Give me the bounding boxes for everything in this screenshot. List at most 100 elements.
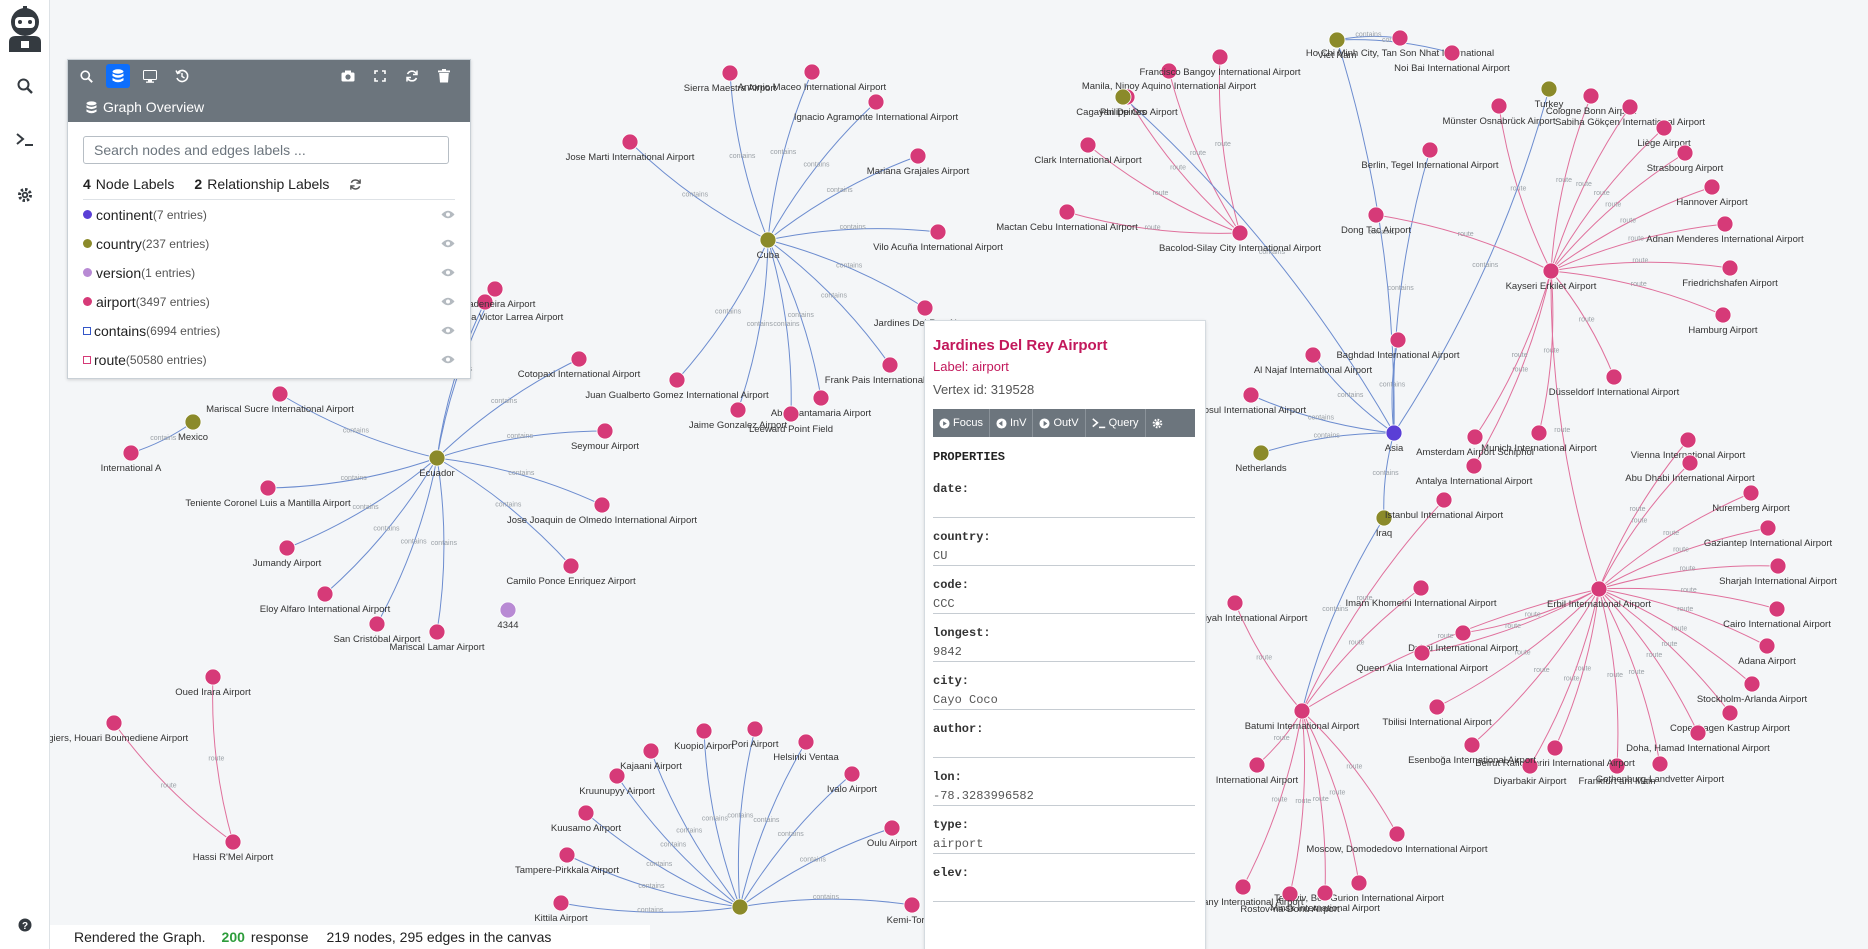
- refresh-icon[interactable]: [349, 178, 362, 191]
- airport-node[interactable]: Oulu Airport: [867, 819, 918, 849]
- contains-edge[interactable]: [436, 430, 606, 459]
- outv-button[interactable]: OutV: [1033, 409, 1086, 437]
- airport-node[interactable]: Kuusamo Airport: [551, 804, 622, 834]
- airport-node-circle[interactable]: [1248, 756, 1266, 774]
- country-node[interactable]: Mexico: [178, 413, 208, 443]
- airport-node[interactable]: Tbilisi International Airport: [1382, 698, 1492, 728]
- airport-node-circle[interactable]: [1716, 215, 1734, 233]
- airport-node[interactable]: Jose Marti International Airport: [566, 133, 695, 163]
- property-value[interactable]: [933, 885, 1195, 902]
- airport-node-circle[interactable]: [721, 64, 739, 82]
- route-edge[interactable]: [1598, 588, 1753, 685]
- airport-node[interactable]: Hassi R'Mel Airport: [193, 833, 274, 863]
- airport-node[interactable]: Antalya International Airport: [1416, 457, 1533, 487]
- label-row-airport[interactable]: airport (3497 entries): [83, 287, 455, 316]
- airport-node[interactable]: Gaziantep International Airport: [1704, 519, 1833, 549]
- airport-node[interactable]: Friedrichshafen Airport: [1682, 259, 1778, 289]
- airport-node-circle[interactable]: [1679, 431, 1697, 449]
- airport-node-circle[interactable]: [1428, 698, 1446, 716]
- eye-icon[interactable]: [441, 295, 455, 309]
- airport-node-circle[interactable]: [1608, 757, 1626, 775]
- label-row-country[interactable]: country (237 entries): [83, 229, 455, 258]
- airport-node[interactable]: Kruunupyy Airport: [579, 767, 655, 797]
- airport-node[interactable]: Kajaani Airport: [620, 742, 682, 772]
- airport-node-circle[interactable]: [668, 371, 686, 389]
- airport-node-circle[interactable]: [577, 804, 595, 822]
- country-node-circle[interactable]: [1328, 31, 1346, 49]
- airport-node[interactable]: Manila, Ninoy Aquino International Airpo…: [1082, 62, 1257, 92]
- airport-node[interactable]: Abu Dhabi International Airport: [1625, 454, 1755, 484]
- contains-edge[interactable]: [767, 155, 919, 241]
- airport-node[interactable]: Esenboğa International Airport: [1408, 736, 1536, 766]
- airport-node[interactable]: Frank Pais International Airport: [825, 356, 956, 386]
- route-edge[interactable]: [1471, 588, 1600, 746]
- contains-edge[interactable]: [1312, 354, 1395, 434]
- search-icon[interactable]: [12, 73, 38, 99]
- airport-node[interactable]: Coronel Artilleria Victor Larrea Airport: [407, 293, 564, 323]
- airport-node-circle[interactable]: [1676, 144, 1694, 162]
- route-edge[interactable]: [1087, 144, 1241, 234]
- airport-node-circle[interactable]: [1743, 675, 1761, 693]
- airport-node[interactable]: Antonio Maceo International Airport: [738, 63, 887, 93]
- airport-node-circle[interactable]: [1304, 346, 1322, 364]
- contains-edge[interactable]: [1391, 339, 1399, 434]
- airport-node-circle[interactable]: [903, 896, 921, 914]
- airport-node[interactable]: Oued Irara Airport: [175, 668, 251, 698]
- route-edge[interactable]: [1301, 710, 1398, 835]
- airport-node-circle[interactable]: [1421, 141, 1439, 159]
- airport-node[interactable]: Dubai International Airport: [1408, 624, 1518, 654]
- airport-node-circle[interactable]: [1435, 491, 1453, 509]
- airport-node[interactable]: Strasbourg Airport: [1647, 144, 1724, 174]
- airport-node-circle[interactable]: [1350, 874, 1368, 892]
- airport-node-circle[interactable]: [797, 733, 815, 751]
- airport-node-circle[interactable]: [1293, 702, 1311, 720]
- airport-node-circle[interactable]: [1412, 579, 1430, 597]
- route-edge[interactable]: [1168, 70, 1241, 234]
- route-edge[interactable]: [1301, 588, 1600, 712]
- airport-node-circle[interactable]: [1689, 724, 1707, 742]
- contains-edge[interactable]: [1250, 394, 1395, 434]
- airport-node[interactable]: Teniente Coronel Luis a Mantilla Airport: [185, 479, 351, 509]
- country-node-circle[interactable]: [184, 413, 202, 431]
- airport-node-circle[interactable]: [105, 714, 123, 732]
- airport-node-circle[interactable]: [1490, 97, 1508, 115]
- airport-node-circle[interactable]: [1226, 594, 1244, 612]
- airport-node-circle[interactable]: [729, 401, 747, 419]
- airport-node-circle[interactable]: [1530, 424, 1548, 442]
- contains-edge[interactable]: [1260, 432, 1395, 454]
- contains-edge[interactable]: [1122, 96, 1395, 434]
- airport-node[interactable]: Rostov-na-Donu Airport: [1240, 885, 1340, 915]
- route-edge[interactable]: [1301, 710, 1326, 894]
- contains-edge[interactable]: [286, 457, 438, 549]
- route-edge[interactable]: [1301, 710, 1360, 884]
- route-edge[interactable]: [1598, 527, 1769, 590]
- label-row-continent[interactable]: continent (7 entries): [83, 200, 455, 229]
- airport-node[interactable]: San Cristóbal Airport: [333, 615, 421, 645]
- airport-node-circle[interactable]: [1443, 44, 1461, 62]
- airport-node[interactable]: Doha, Hamad International Airport: [1626, 724, 1770, 754]
- graph-canvas[interactable]: contains contains contains contains contains…: [40, 0, 1868, 949]
- route-edge[interactable]: [212, 676, 234, 843]
- property-value[interactable]: CCC: [933, 597, 1195, 614]
- airport-node-circle[interactable]: [909, 147, 927, 165]
- airport-node[interactable]: Amsterdam Airport Schiphol: [1416, 428, 1534, 458]
- contains-edge[interactable]: [629, 141, 769, 241]
- route-edge[interactable]: [1301, 499, 1445, 712]
- airport-node[interactable]: Cologne Bonn Airport: [1546, 87, 1637, 117]
- airport-node[interactable]: Mosul International Airport: [1196, 386, 1307, 416]
- route-edge[interactable]: [1598, 588, 1699, 734]
- airport-node[interactable]: Mactan Cebu International Airport: [996, 203, 1138, 233]
- airport-node-circle[interactable]: [803, 63, 821, 81]
- route-edge[interactable]: [1550, 261, 1731, 272]
- airport-node[interactable]: Batumi International Airport: [1245, 702, 1360, 732]
- airport-node[interactable]: Pori Airport: [732, 720, 779, 750]
- continent-node[interactable]: Asia: [1385, 424, 1404, 454]
- airport-node[interactable]: Istanbul International Airport: [1385, 491, 1504, 521]
- airport-node-circle[interactable]: [271, 385, 289, 403]
- route-edge[interactable]: [1598, 587, 1778, 610]
- history-icon[interactable]: [170, 64, 194, 88]
- route-edge[interactable]: [1421, 588, 1600, 654]
- airport-node-circle[interactable]: [596, 422, 614, 440]
- airport-node[interactable]: Imam Khomeini International Airport: [1345, 579, 1497, 609]
- airport-node[interactable]: Tel Aviv, Ben Gurion International Airpo…: [1274, 874, 1444, 904]
